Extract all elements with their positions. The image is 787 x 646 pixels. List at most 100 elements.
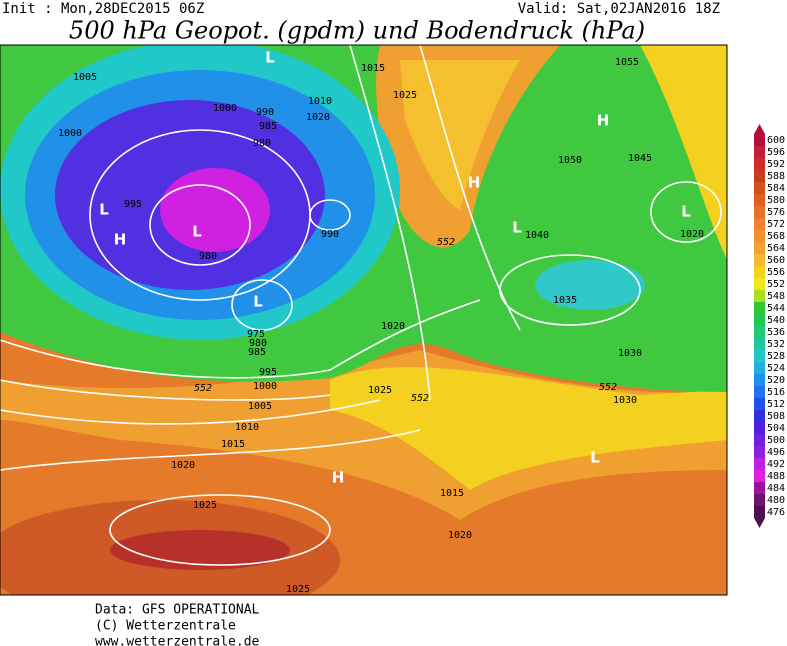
colorbar-label: 584: [767, 183, 785, 194]
colorbar-label: 576: [767, 207, 785, 218]
colorbar-swatch: [754, 170, 765, 182]
colorbar-swatch: [754, 158, 765, 170]
colorbar-swatch: [754, 230, 765, 242]
pressure-center: L: [99, 201, 109, 219]
colorbar-label: 476: [767, 507, 785, 518]
isobar-label: 980: [249, 338, 267, 349]
colorbar-label: 504: [767, 423, 785, 434]
isobar-label: 1030: [618, 348, 642, 359]
colorbar-label: 544: [767, 303, 785, 314]
colorbar-label: 592: [767, 159, 785, 170]
isobar-label: 990: [256, 107, 274, 118]
isobar-label: 1000: [253, 381, 277, 392]
colorbar-label: 492: [767, 459, 785, 470]
colorbar-label: 572: [767, 219, 785, 230]
isobar-label: 995: [124, 199, 142, 210]
isobar-label: 980: [199, 251, 217, 262]
isobar-label: 1000: [58, 128, 82, 139]
geopotential-label: 552: [437, 237, 455, 248]
isobar-label: 1040: [525, 230, 549, 241]
colorbar-swatch: [754, 470, 765, 482]
colorbar-label: 560: [767, 255, 785, 266]
colorbar-label: 588: [767, 171, 785, 182]
colorbar-label: 500: [767, 435, 785, 446]
colorbar-arrow: [754, 518, 765, 528]
isobar-label: 1020: [680, 229, 704, 240]
valid-time: Valid: Sat,02JAN2016 18Z: [518, 1, 720, 17]
colorbar-swatch: [754, 194, 765, 206]
colorbar-label: 524: [767, 363, 785, 374]
colorbar-swatch: [754, 182, 765, 194]
colorbar-swatch: [754, 410, 765, 422]
colorbar-swatch: [754, 506, 765, 518]
pressure-center: L: [265, 49, 275, 67]
colorbar-swatch: [754, 422, 765, 434]
isobar-label: 975: [247, 329, 265, 340]
isobar-label: 1015: [440, 488, 464, 499]
footer-copyright: (C) Wetterzentrale: [95, 619, 236, 634]
colorbar-swatch: [754, 350, 765, 362]
geopotential-label: 552: [194, 383, 212, 394]
colorbar-label: 528: [767, 351, 785, 362]
colorbar-swatch: [754, 278, 765, 290]
colorbar-label: 508: [767, 411, 785, 422]
colorbar-label: 540: [767, 315, 785, 326]
colorbar-swatch: [754, 314, 765, 326]
colorbar-label: 600: [767, 135, 785, 146]
colorbar-swatch: [754, 434, 765, 446]
isobar-label: 1020: [381, 321, 405, 332]
isobar-label: 1020: [448, 530, 472, 541]
footer-data: Data: GFS OPERATIONAL: [95, 603, 260, 618]
colorbar-swatch: [754, 266, 765, 278]
colorbar-label: 568: [767, 231, 785, 242]
isobar-label: 1015: [361, 63, 385, 74]
pressure-center: H: [114, 231, 127, 249]
pressure-center: L: [192, 223, 202, 241]
isobar-label: 1050: [558, 155, 582, 166]
colorbar-label: 516: [767, 387, 785, 398]
colorbar-swatch: [754, 494, 765, 506]
isobar-label: 1045: [628, 153, 652, 164]
colorbar-swatch: [754, 218, 765, 230]
map-frame: [0, 44, 728, 596]
isobar-label: 1020: [306, 112, 330, 123]
init-time: Init : Mon,28DEC2015 06Z: [2, 1, 204, 17]
geopotential-label: 552: [411, 393, 429, 404]
colorbar-swatch: [754, 326, 765, 338]
colorbar-swatch: [754, 446, 765, 458]
isobar-label: 990: [321, 229, 339, 240]
isobar-label: 1025: [286, 584, 310, 595]
colorbar-swatch: [754, 386, 765, 398]
isobar-label: 1010: [308, 96, 332, 107]
colorbar-label: 488: [767, 471, 785, 482]
isobar-label: 1030: [613, 395, 637, 406]
colorbar-swatch: [754, 134, 765, 146]
colorbar-swatch: [754, 338, 765, 350]
colorbar-label: 580: [767, 195, 785, 206]
colorbar-label: 536: [767, 327, 785, 338]
isobar-label: 1055: [615, 57, 639, 68]
colorbar-label: 512: [767, 399, 785, 410]
isobar-label: 1000: [213, 103, 237, 114]
isobar-label: 1020: [171, 460, 195, 471]
colorbar-label: 484: [767, 483, 785, 494]
isobar-label: 1025: [393, 90, 417, 101]
colorbar-swatch: [754, 146, 765, 158]
pressure-center: H: [597, 112, 610, 130]
colorbar-swatch: [754, 242, 765, 254]
map-title: 500 hPa Geopot. (gpdm) und Bodendruck (h…: [69, 17, 645, 45]
pressure-center: H: [332, 469, 345, 487]
footer-url: www.wetterzentrale.de: [95, 635, 260, 646]
isobar-label: 1005: [73, 72, 97, 83]
pressure-center: L: [253, 293, 263, 311]
colorbar-label: 480: [767, 495, 785, 506]
colorbar-swatch: [754, 302, 765, 314]
colorbar-swatch: [754, 290, 765, 302]
isobar-label: 1010: [235, 422, 259, 433]
colorbar-swatch: [754, 206, 765, 218]
colorbar-label: 564: [767, 243, 785, 254]
isobar-label: 1005: [248, 401, 272, 412]
colorbar-label: 496: [767, 447, 785, 458]
colorbar-label: 520: [767, 375, 785, 386]
